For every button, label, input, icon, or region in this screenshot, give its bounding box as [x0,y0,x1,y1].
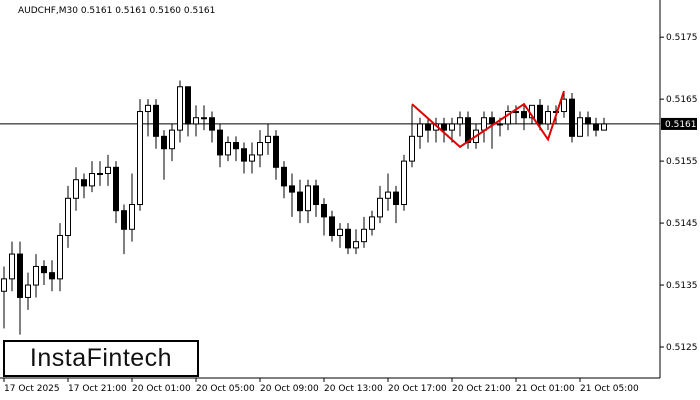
x-tick-label: 20 Oct 09:00 [260,384,319,394]
candle-body [337,228,343,236]
candle-body [425,123,431,131]
candle-body [297,191,303,212]
candle-body [273,135,279,168]
candle-body [345,228,351,249]
candle-body [545,111,551,125]
candle-body [305,185,311,212]
candle-body [313,185,319,205]
candle-body [73,179,79,199]
candle-body [289,185,295,193]
price-label-box [661,117,697,130]
candle-body [585,117,591,125]
y-tick-label: 0.5145 [666,219,698,229]
candle-body [393,191,399,205]
candle-body [241,148,247,162]
candle-body [601,123,607,131]
candle-body [137,111,143,205]
candle-body [145,104,151,113]
y-tick-label: 0.5175 [666,33,698,43]
candle-body [105,166,111,175]
candle-body [161,135,167,150]
x-tick-label: 21 Oct 05:00 [580,384,639,394]
candle-body [521,111,527,119]
candle-body [569,98,575,137]
candle-body [185,86,191,125]
candle-body [217,129,223,156]
candle-body [1,278,7,292]
candle-body [361,228,367,243]
x-tick-label: 20 Oct 17:00 [388,384,447,394]
candle-body [441,123,447,131]
candle-body [129,203,135,230]
y-tick-label: 0.5125 [666,343,698,353]
candle-body [593,123,599,131]
candle-body [209,117,215,131]
logo: InstaFintech [3,340,199,377]
candle-body [249,154,255,162]
candle-body [57,234,63,280]
candle-body [153,104,159,137]
candle-body [577,117,583,137]
candle-body [409,135,415,162]
y-tick-label: 0.5165 [666,95,698,105]
candle-body [369,216,375,230]
candle-body [89,173,95,187]
candle-body [113,166,119,212]
x-tick-label: 20 Oct 13:00 [324,384,383,394]
chart-title: AUDCHF,M30 0.5161 0.5161 0.5160 0.5161 [18,6,215,16]
candle-body [193,117,199,125]
candle-body [9,253,15,280]
candle-body [561,98,567,113]
x-tick-label: 17 Oct 21:00 [68,384,127,394]
candle-body [505,111,511,125]
candle-body [281,166,287,187]
candle-body [169,129,175,150]
candle-body [41,265,47,274]
x-tick-label: 21 Oct 01:00 [516,384,575,394]
price-label: 0.5161 [665,120,697,130]
candle-body [81,179,87,187]
x-tick-label: 17 Oct 2025 [4,384,60,394]
candle-body [377,197,383,218]
x-tick-label: 20 Oct 21:00 [452,384,511,394]
candle-body [465,117,471,144]
x-tick-label: 20 Oct 05:00 [196,384,255,394]
candle-body [265,135,271,144]
candle-body [353,241,359,249]
candle-body [97,173,103,176]
x-tick-label: 20 Oct 01:00 [132,384,191,394]
candle-body [177,86,183,131]
candle-body [25,284,31,298]
candle-body [401,160,407,205]
candle-body [121,210,127,230]
candle-body [233,142,239,150]
y-tick-label: 0.5135 [666,281,698,291]
pattern-line [411,90,565,149]
candle-body [489,117,495,125]
candle-body [385,191,391,199]
candle-body [449,123,455,131]
candle-body [497,123,503,126]
candle-body [417,123,423,137]
candle-body [17,253,23,298]
candle-body [225,142,231,156]
candle-body [481,117,487,131]
candle-body [65,197,71,236]
candle-body [201,117,207,120]
candle-body [257,142,263,156]
candle-body [537,104,543,125]
y-tick-label: 0.5155 [666,157,698,167]
candle-body [329,216,335,236]
candle-body [321,203,327,218]
candle-body [33,265,39,286]
candle-body [457,117,463,125]
candle-body [49,272,55,280]
